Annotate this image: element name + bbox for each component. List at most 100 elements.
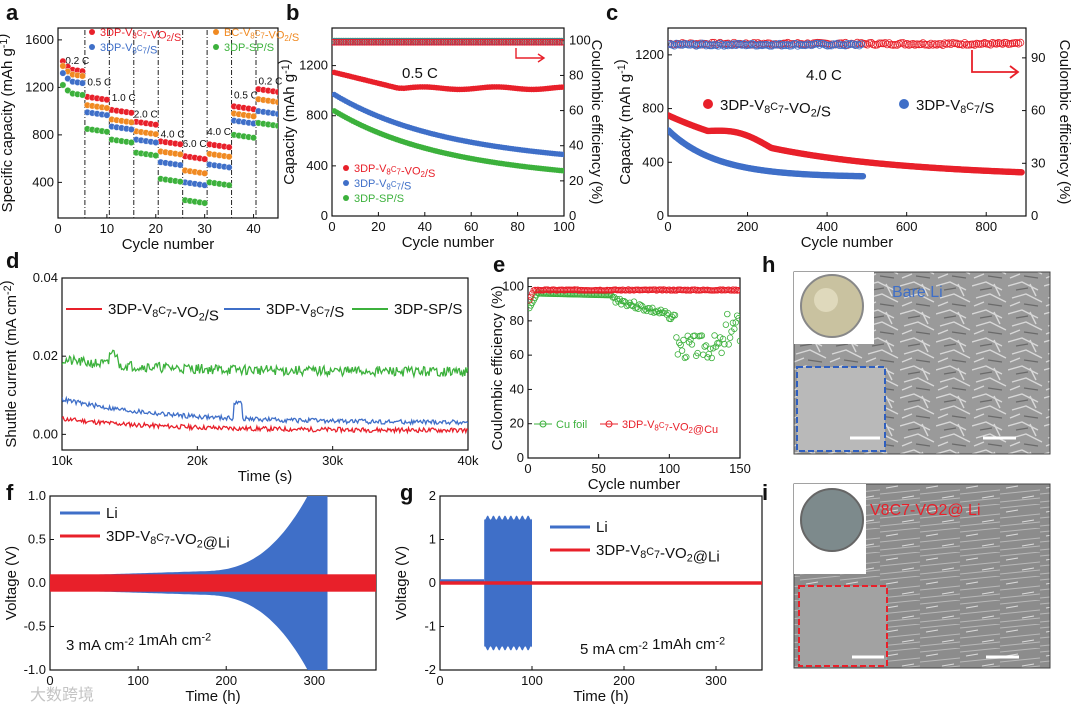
right-axis-arrow (515, 48, 546, 63)
efficiency-point (1002, 39, 1011, 47)
y-axis-right-label: Coulombic efficiency (%) (588, 40, 605, 205)
voltage-area-f (50, 496, 376, 670)
y-tick-label: -0.5 (24, 619, 46, 634)
efficiency-point (875, 39, 884, 48)
efficiency-point (766, 42, 774, 50)
efficiency-point (732, 41, 740, 49)
efficiency-point (511, 38, 519, 46)
x-tick-label: 10 (100, 221, 114, 236)
x-tick-label: 100 (553, 219, 575, 234)
efficiency-point (332, 38, 338, 46)
efficiency-point (516, 38, 524, 46)
y-tick-label: 0.0 (28, 575, 46, 590)
y-axis-label: Capacity (mAh g-1) (612, 59, 634, 185)
data-point (725, 341, 732, 348)
y-axis-label: Capacity (mAh g-1) (276, 59, 298, 185)
efficiency-point (962, 41, 971, 49)
efficiency-point (481, 38, 489, 46)
data-point (103, 104, 111, 112)
panel-label-i: i (762, 480, 768, 505)
x-axis-label: Cycle number (402, 234, 495, 251)
y-tick-label: 400 (306, 158, 328, 173)
points-a (59, 57, 278, 207)
efficiency-point (708, 38, 716, 47)
efficiency-point (877, 39, 886, 48)
efficiency-point (841, 41, 850, 50)
watermark: 大数跨境 (30, 685, 94, 704)
axes-f: 0 100 200 300 -1.0 -0.5 0.0 0.5 1.0 Time (h) Volta… (3, 488, 377, 705)
efficiency-point (409, 38, 417, 46)
efficiency-point (407, 38, 415, 46)
efficiency-point (889, 41, 897, 49)
inset-zoom-i (798, 585, 888, 667)
efficiency-point (453, 38, 461, 46)
efficiency-point (857, 40, 866, 48)
data-point (671, 311, 679, 319)
y-axis-right-label: Coulombic efficiency (%) (1056, 40, 1073, 205)
modified-voltage-band (50, 574, 376, 592)
efficiency-point (451, 38, 459, 46)
sem-label-h: Bare Li (892, 284, 943, 301)
x-tick-label: 0 (664, 219, 671, 234)
efficiency-point (807, 41, 816, 50)
axes-a: 0 10 20 30 40 400 800 1200 1600 Cycle number Speci… (0, 27, 299, 253)
legend-label: 3DP-V8C7-VO2@Li (106, 528, 230, 551)
data-point (688, 341, 696, 348)
efficiency-point (718, 40, 726, 49)
efficiency-point (416, 38, 424, 46)
efficiency-point (793, 42, 802, 50)
efficiency-point (458, 38, 466, 46)
x-tick-label: 100 (658, 461, 680, 476)
efficiency-point (347, 38, 354, 46)
axes-g: 0 100 200 300 -2 -1 0 1 2 Time (h) Voltage (V) Li 3D… (393, 488, 763, 705)
data-point (225, 143, 233, 151)
panel-label-d: d (6, 248, 19, 273)
data-point (711, 332, 718, 339)
rate-label: 6.0 C (183, 139, 207, 150)
rate-label: 2.0 C (134, 110, 158, 121)
data-point (127, 109, 135, 117)
efficiency-point (530, 38, 538, 46)
data-point (736, 337, 740, 345)
x-tick-label: 300 (705, 673, 727, 688)
y-tick-label: 0 (517, 450, 524, 465)
efficiency-point (768, 41, 776, 50)
panel-label-a: a (6, 0, 19, 25)
efficiency-point (837, 41, 846, 49)
efficiency-point (523, 38, 531, 46)
data-point (561, 84, 564, 90)
x-tick-label: 100 (127, 673, 149, 688)
y-tick-label: 1200 (635, 47, 664, 62)
y-tick-label: 800 (642, 101, 664, 116)
data-point (103, 96, 111, 104)
rate-label: 4.0 C (207, 127, 231, 138)
legend-label: 3DP-SP/S (394, 301, 462, 318)
efficiency-point (891, 41, 899, 49)
data-point (176, 178, 184, 186)
data-point (859, 172, 867, 180)
efficiency-point (412, 38, 419, 46)
efficiency-point (361, 38, 368, 46)
y-tick-label: 0.00 (33, 426, 58, 441)
efficiency-point (449, 38, 457, 46)
efficiency-point (558, 38, 564, 46)
efficiency-point (518, 38, 526, 46)
efficiency-point (855, 41, 864, 50)
points-c (668, 38, 1025, 180)
efficiency-point (696, 40, 705, 49)
panel-label-c: c (606, 0, 618, 25)
data-point (646, 305, 653, 312)
efficiency-point (958, 41, 967, 49)
y-tick-label: 1200 (25, 79, 54, 94)
efficiency-point (811, 39, 820, 48)
rate-label: 0.2 C (258, 76, 282, 87)
efficiency-point (925, 41, 933, 49)
y-right-tick-label: 0 (569, 208, 576, 223)
efficiency-point (539, 38, 547, 46)
rate-label: 4.0 C (161, 129, 185, 140)
data-point (176, 150, 184, 158)
x-tick-label: 100 (521, 673, 543, 688)
efficiency-point (801, 41, 810, 50)
efficiency-point (430, 38, 438, 46)
